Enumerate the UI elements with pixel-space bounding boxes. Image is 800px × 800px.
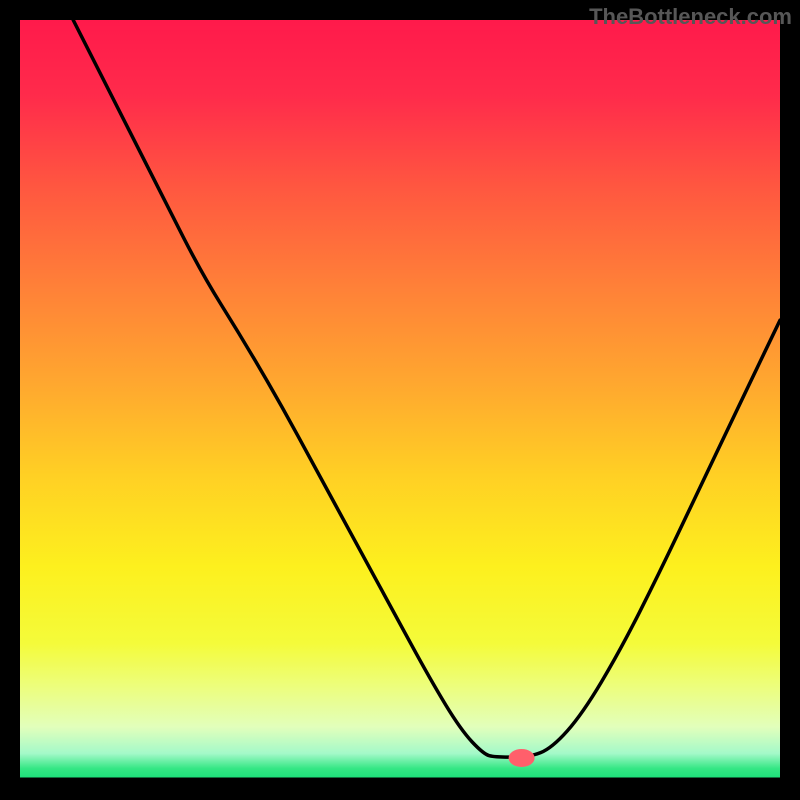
optimal-marker [509,749,535,767]
gradient-background [20,20,780,780]
bottleneck-chart-svg [0,0,800,800]
chart-stage: TheBottleneck.com [0,0,800,800]
